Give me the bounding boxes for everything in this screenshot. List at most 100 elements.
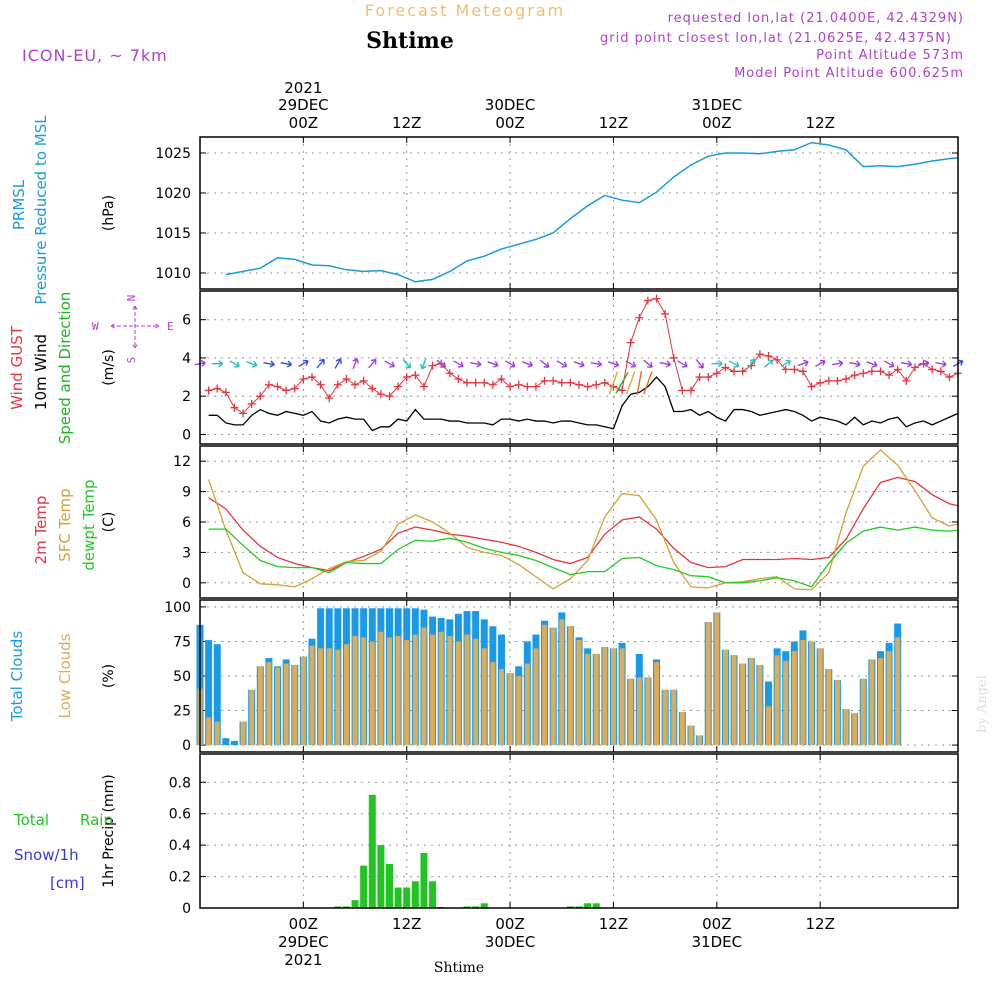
sfc-temp-side-label: SFC Temp [56,488,74,561]
low-cloud-bar [214,721,220,746]
low-cloud-bar [361,637,367,746]
low-cloud-bar [654,662,660,746]
compass-rose: W E N S [92,295,174,364]
panel-frame [199,599,959,753]
direction-side-label: Speed and Direction [56,292,74,445]
gust-point [497,374,506,383]
low-cloud-bar [877,658,883,746]
gust-direction-arrow [608,371,619,395]
panel-pressure: 1010 1015 1020 1025 [155,136,959,290]
gust-direction-arrow [636,370,643,395]
y-tick-label: 0.2 [169,870,191,886]
gust-point [325,394,334,403]
low-cloud-bar [524,663,530,746]
low-cloud-bar [628,678,634,746]
gust-point [549,376,558,385]
gust-point [807,382,816,391]
gust-point [773,355,782,364]
low-cloud-bar [800,640,806,746]
gust-point [480,378,489,387]
compass-west: W [92,320,99,333]
wind-direction-arrow [935,360,947,368]
low-cloud-bar [610,648,616,746]
low-cloud-bar [766,706,771,746]
dewpoint-side-label: dewpt Temp [80,479,98,570]
y-tick-label: 1015 [155,226,191,242]
gust-point [583,382,592,391]
low-cloud-bar [809,641,815,746]
panel-unit-label: 1hr Precip (mm) [101,774,117,887]
total-cloud-bar [230,740,238,746]
low-cloud-bar [576,640,582,746]
gust-point [859,369,868,378]
gust-point [471,378,480,387]
low-cloud-bar [757,664,763,746]
low-cloud-bar [455,641,461,746]
wind-direction-arrow [298,359,309,368]
watermark: by Angel [975,675,990,733]
y-tick-label: 0.4 [169,838,191,854]
low-cloud-bar [249,689,255,746]
wind-direction-arrow [831,359,844,367]
low-cloud-bar [679,711,685,746]
gust-point [928,365,937,374]
top-axis-label: 12Z [599,114,628,132]
low-cloud-bar [240,721,246,746]
gust-point [540,376,549,385]
wind-direction-arrow [747,358,756,369]
low-cloud-bar [283,663,289,746]
gust-point [256,392,265,401]
y-tick-label: 1020 [155,186,191,202]
low-cloud-bar [714,612,720,746]
panels: 1010 1015 1020 1025 0 2 4 6 0 3 6 9 12 0 25 50 75 100 0 0.2… [155,136,964,917]
total-cloud-bar [205,640,213,746]
panel-temperature: 0 3 6 9 12 [173,445,959,599]
wind-direction-arrow [334,358,342,369]
low-cloud-bar [774,655,780,746]
low-cloud-bar [619,648,625,746]
y-tick-label: 1010 [155,266,191,282]
low-cloud-bar [895,637,901,746]
low-cloud-bar [473,638,479,746]
low-cloud-bar [292,664,298,746]
y-tick-label: 1025 [155,146,191,162]
requested-coords: requested lon,lat (21.0400E, 42.4329N) [668,11,964,26]
gust-point [247,399,256,408]
gust-point [686,386,695,395]
compass-south: S [125,357,138,364]
total-cloud-side-label: Total Clouds [8,631,26,723]
gust-point [575,380,583,389]
low-cloud-bar [748,658,754,746]
gust-point [755,350,764,359]
low-cloud-bar [395,635,401,746]
gust-point [204,386,213,395]
wind-direction-arrow [625,360,637,368]
low-cloud-bar [567,626,573,746]
bottom-axis-label: 00Z [289,915,318,933]
low-cloud-bar [731,655,737,746]
y-tick-label: 0 [182,901,191,917]
gust-point [402,373,411,382]
bottom-axis-label: 31DEC [692,933,743,951]
rain-bar [429,881,437,908]
bottom-axis-label: 12Z [392,915,421,933]
wind-direction-arrow [246,360,258,368]
low-cloud-bar [404,640,410,746]
low-cloud-bar [309,645,315,746]
y-tick-label: 0 [182,576,191,592]
wind-line [208,376,959,432]
wind-direction-arrow [849,360,861,368]
low-cloud-bar [490,662,496,746]
low-cloud-bar [791,651,797,746]
low-cloud-bar [430,634,436,746]
bottom-axis-label: 2021 [284,951,322,969]
low-cloud-bar [464,634,470,746]
top-axis-label: 12Z [805,114,834,132]
low-cloud-bar [542,624,548,746]
y-tick-label: 6 [182,515,191,531]
low-cloud-bar [498,669,504,746]
gust-side-label: Wind GUST [8,325,26,410]
gust-point [626,338,635,347]
bottom-axis-label: 00Z [702,915,731,933]
low-cloud-bar [378,631,384,746]
